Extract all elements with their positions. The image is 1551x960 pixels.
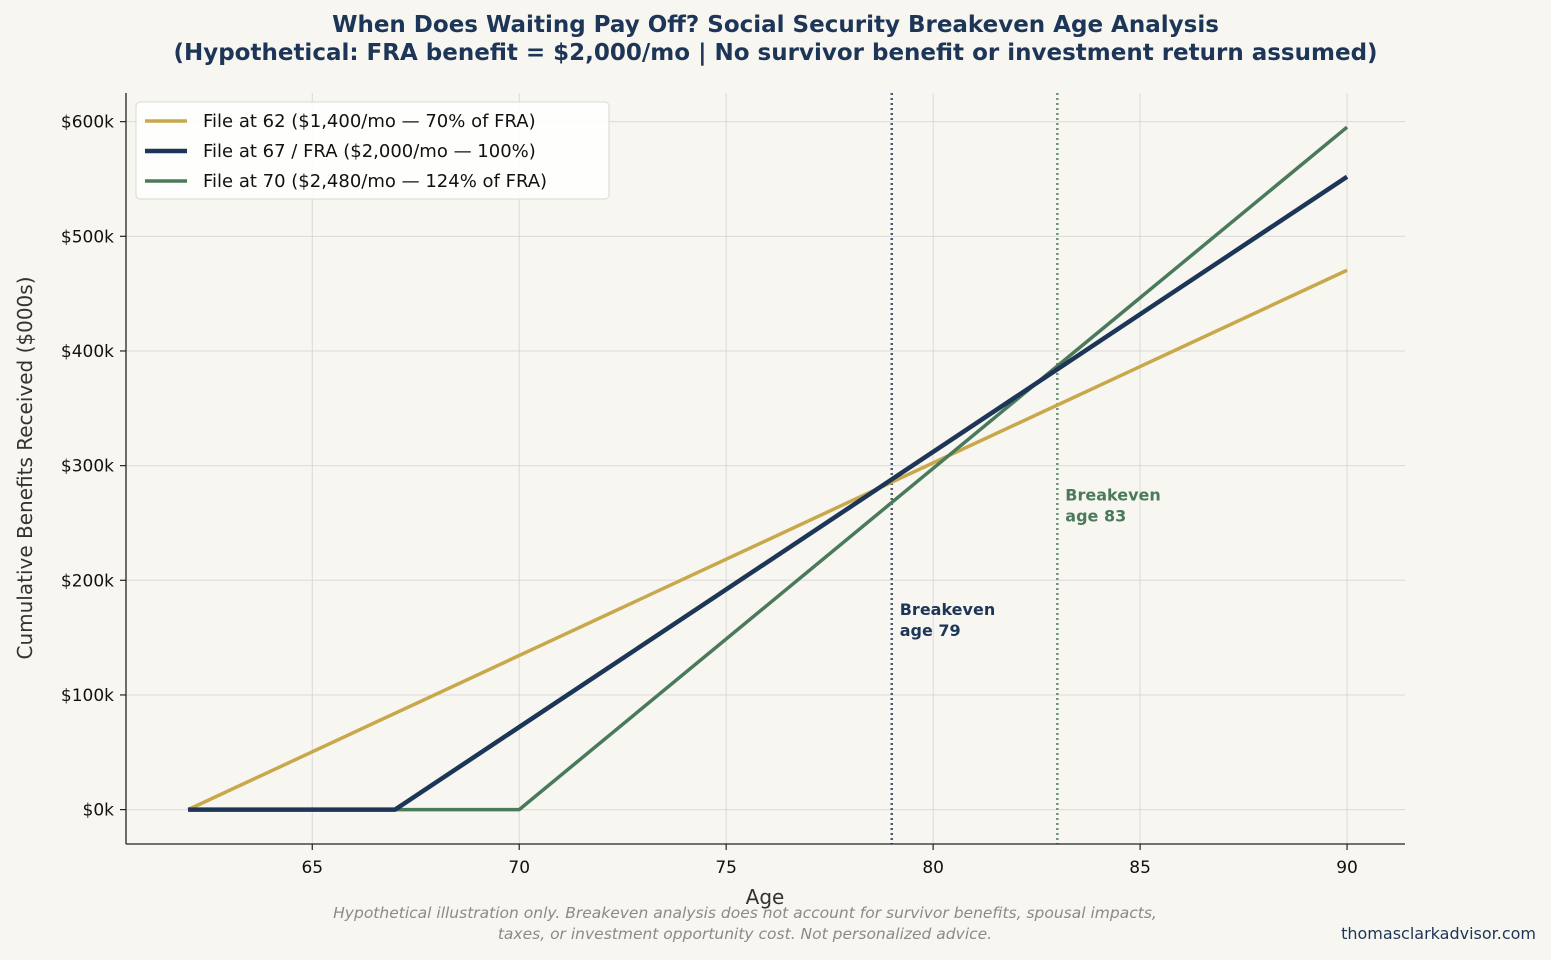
x-axis-label: Age (746, 885, 785, 909)
legend: File at 62 ($1,400/mo — 70% of FRA) File … (135, 101, 610, 200)
x-tick-label: 65 (301, 858, 323, 878)
legend-box (135, 101, 610, 200)
breakeven-age-label: age 79 (900, 621, 961, 640)
legend-label: File at 67 / FRA ($2,000/mo — 100%) (203, 141, 536, 162)
annotations: Breakeven age 79 Breakeven age 83 (900, 485, 1161, 640)
y-tick-label: $100k (61, 686, 114, 706)
y-tick-label: $500k (61, 227, 114, 247)
breakeven-markers (890, 93, 1059, 844)
y-tick-label: $300k (61, 457, 114, 477)
grid-lines (126, 93, 1405, 844)
website-credit[interactable]: thomasclarkadvisor.com (1341, 924, 1536, 943)
x-tick-label: 90 (1336, 858, 1358, 878)
y-tick-label: $0k (83, 801, 115, 821)
y-axis-label: Cumulative Benefits Received ($000s) (13, 276, 37, 659)
footnote-line-2: taxes, or investment opportunity cost. N… (497, 925, 993, 943)
breakeven-age-label: age 83 (1065, 506, 1126, 525)
tick-labels: 65 70 75 80 85 90 $0k $100k $200k $300k $400k $500k… (61, 113, 1358, 878)
chart-subtitle: (Hypothetical: FRA benefit = $2,000/mo |… (173, 40, 1378, 66)
breakeven-label: Breakeven (1065, 485, 1160, 504)
axes (125, 93, 1405, 845)
series-line-3 (188, 125, 1349, 812)
tick-marks (120, 121, 1348, 850)
x-tick-label: 85 (1129, 858, 1151, 878)
y-tick-label: $200k (61, 571, 114, 591)
x-tick-label: 80 (922, 858, 944, 878)
y-tick-label: $400k (61, 342, 114, 362)
series-lines (187, 125, 1349, 812)
breakeven-label: Breakeven (900, 600, 995, 619)
legend-label: File at 70 ($2,480/mo — 124% of FRA) (203, 171, 547, 192)
series-line-1 (187, 268, 1348, 812)
footnote-line-1: Hypothetical illustration only. Breakeve… (333, 904, 1157, 922)
legend-label: File at 62 ($1,400/mo — 70% of FRA) (203, 111, 536, 132)
x-tick-label: 75 (715, 858, 737, 878)
series-line-2 (188, 174, 1349, 812)
y-tick-label: $600k (61, 113, 114, 133)
x-tick-label: 70 (508, 858, 530, 878)
chart-title: When Does Waiting Pay Off? Social Securi… (332, 12, 1219, 38)
